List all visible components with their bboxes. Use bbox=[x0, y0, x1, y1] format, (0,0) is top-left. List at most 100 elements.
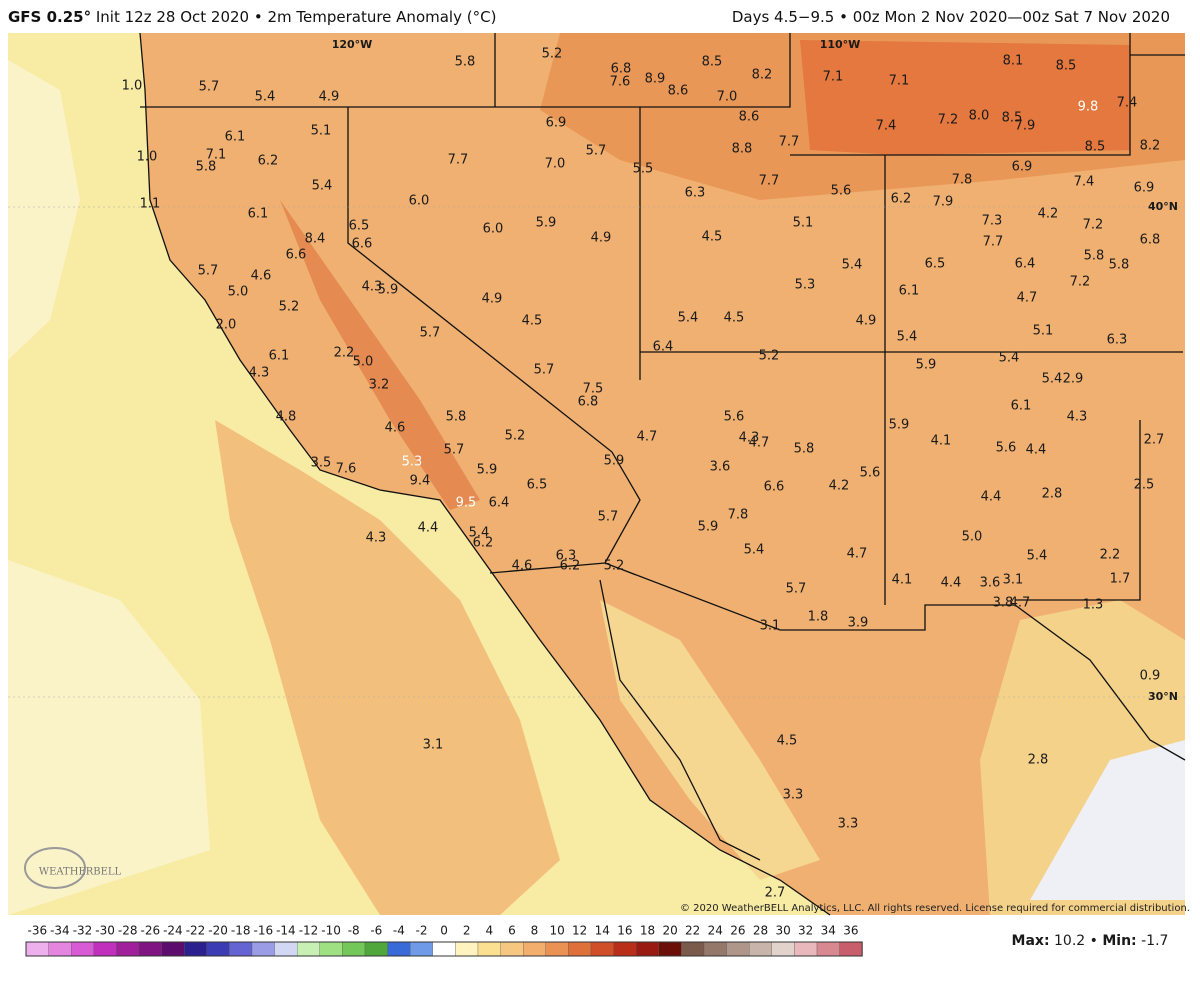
value-label: 4.3 bbox=[249, 366, 270, 381]
hottest-area bbox=[800, 40, 1130, 155]
state-border bbox=[790, 33, 1131, 156]
value-label: 5.4 bbox=[255, 90, 276, 105]
colorbar-tick: -4 bbox=[393, 924, 405, 938]
value-label: 8.5 bbox=[1002, 111, 1023, 126]
value-label: 5.4 bbox=[744, 543, 765, 558]
value-label: 5.4 bbox=[1042, 372, 1063, 387]
colorbar-tick: -12 bbox=[299, 924, 319, 938]
colorbar-swatch bbox=[590, 941, 614, 957]
value-label: 8.5 bbox=[1085, 140, 1106, 155]
colorbar-tick: 30 bbox=[775, 924, 790, 938]
colorbar-tick: 4 bbox=[485, 924, 493, 938]
value-label: 9.4 bbox=[410, 474, 431, 489]
colorbar-swatch bbox=[138, 941, 162, 957]
colorbar-swatch bbox=[364, 941, 388, 957]
colorbar-tick: -24 bbox=[163, 924, 183, 938]
value-label: 2.8 bbox=[1028, 753, 1049, 768]
colorbar-swatch bbox=[297, 941, 320, 957]
value-label: 6.5 bbox=[527, 478, 548, 493]
colorbar-tick: -28 bbox=[118, 924, 138, 938]
value-label: 4.5 bbox=[702, 230, 723, 245]
colorbar-swatch bbox=[726, 941, 750, 957]
value-label: 7.6 bbox=[610, 75, 631, 90]
max-label: Max: bbox=[1012, 933, 1050, 949]
value-label: 6.1 bbox=[248, 207, 269, 222]
colorbar-swatch bbox=[568, 941, 592, 957]
value-label: 7.3 bbox=[982, 214, 1003, 229]
value-label: 3.8 bbox=[993, 596, 1014, 611]
colorbar-tick: 12 bbox=[572, 924, 587, 938]
value-label: 8.8 bbox=[732, 142, 753, 157]
value-label: 4.7 bbox=[1017, 291, 1038, 306]
value-label: 7.8 bbox=[728, 508, 749, 523]
value-label: 4.4 bbox=[941, 576, 962, 591]
colorbar-tick: 18 bbox=[640, 924, 655, 938]
value-label: 5.1 bbox=[311, 124, 332, 139]
value-label: 8.0 bbox=[969, 109, 990, 124]
value-label: 8.9 bbox=[645, 72, 666, 87]
warm-ocean bbox=[215, 420, 560, 915]
value-label: 5.4 bbox=[897, 330, 918, 345]
value-label: 2.2 bbox=[334, 346, 355, 361]
colorbar-tick: -10 bbox=[321, 924, 341, 938]
value-label: 5.7 bbox=[534, 363, 555, 378]
colorbar-swatch bbox=[432, 941, 456, 957]
value-label: 2.2 bbox=[1100, 548, 1121, 563]
value-label: 7.4 bbox=[1074, 175, 1095, 190]
value-label: 5.8 bbox=[455, 55, 476, 70]
colorbar-tick: -30 bbox=[95, 924, 115, 938]
value-label: 5.9 bbox=[477, 463, 498, 478]
value-label: 7.1 bbox=[206, 148, 227, 163]
value-label: 7.4 bbox=[876, 119, 897, 134]
value-label: 6.4 bbox=[653, 340, 674, 355]
value-label: 5.7 bbox=[444, 443, 465, 458]
colorbar-tick: -2 bbox=[416, 924, 428, 938]
colorbar-swatch bbox=[658, 941, 682, 957]
value-label: 4.4 bbox=[1026, 443, 1047, 458]
value-label: 4.5 bbox=[522, 314, 543, 329]
baja-coast bbox=[599, 579, 761, 861]
value-label: 5.2 bbox=[505, 429, 526, 444]
value-label: 7.1 bbox=[823, 70, 844, 85]
value-label: 4.3 bbox=[1067, 410, 1088, 425]
value-label: 6.5 bbox=[925, 257, 946, 272]
colorbar-tick: -18 bbox=[231, 924, 251, 938]
colorbar-swatch bbox=[274, 941, 298, 957]
value-label: 6.3 bbox=[1107, 333, 1128, 348]
value-label: 5.8 bbox=[794, 442, 815, 457]
value-label: 5.1 bbox=[793, 216, 814, 231]
value-label: 5.7 bbox=[786, 582, 807, 597]
value-label: 1.0 bbox=[137, 150, 158, 165]
colorbar-swatch bbox=[229, 941, 253, 957]
colorbar-tick: -20 bbox=[208, 924, 228, 938]
value-label: 0.9 bbox=[1140, 669, 1161, 684]
colorbar-tick: -6 bbox=[370, 924, 382, 938]
grid-label: 110°W bbox=[820, 38, 861, 51]
colorbar-swatch bbox=[319, 941, 343, 957]
value-label: 3.1 bbox=[760, 619, 781, 634]
value-label: 4.8 bbox=[276, 410, 297, 425]
colorbar-swatch bbox=[545, 941, 569, 957]
value-label: 5.0 bbox=[353, 355, 374, 370]
value-label: 9.5 bbox=[456, 496, 477, 511]
colorbar-tick: 2 bbox=[463, 924, 471, 938]
value-label: 7.1 bbox=[889, 74, 910, 89]
value-label: 5.2 bbox=[759, 349, 780, 364]
value-label: 4.1 bbox=[892, 573, 913, 588]
colorbar-swatch bbox=[839, 941, 863, 957]
value-label: 8.2 bbox=[752, 68, 773, 83]
colorbar-swatch bbox=[455, 941, 479, 957]
value-label: 4.6 bbox=[512, 559, 533, 574]
value-label: 6.4 bbox=[1015, 257, 1036, 272]
value-label: 4.9 bbox=[591, 231, 612, 246]
value-label: 4.4 bbox=[418, 521, 439, 536]
value-label: 8.1 bbox=[1003, 54, 1024, 69]
value-label: 5.9 bbox=[889, 418, 910, 433]
intl-border bbox=[489, 562, 1186, 761]
borders bbox=[139, 32, 1186, 916]
colorbar-swatch bbox=[184, 941, 207, 957]
value-label: 6.6 bbox=[352, 237, 373, 252]
value-label: 6.6 bbox=[286, 248, 307, 263]
state-border bbox=[639, 107, 886, 605]
colorbar-swatch bbox=[71, 941, 94, 957]
